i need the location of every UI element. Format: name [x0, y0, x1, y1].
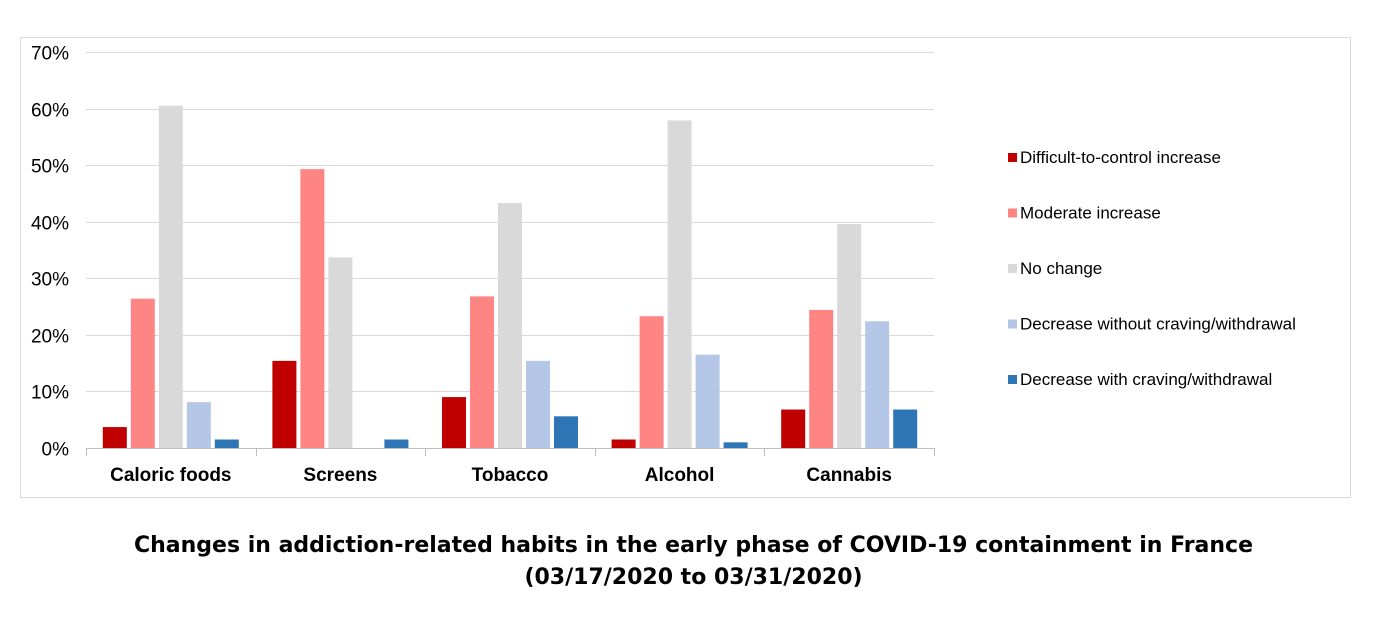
chart-title: Changes in addiction-related habits in t…: [0, 530, 1387, 562]
y-tick-label: 20%: [31, 327, 69, 348]
x-tick-label: Screens: [303, 465, 377, 486]
legend-label: No change: [1020, 259, 1102, 278]
legend-label: Moderate increase: [1020, 204, 1161, 223]
legend-swatch: [1008, 153, 1017, 162]
legend-swatch: [1008, 209, 1017, 218]
y-tick-label: 30%: [31, 270, 69, 291]
bar: [554, 416, 578, 448]
bar: [159, 106, 183, 448]
y-tick-label: 0%: [42, 440, 70, 461]
bar: [526, 361, 550, 448]
bar: [103, 427, 127, 448]
bar: [724, 442, 748, 448]
bar: [131, 299, 155, 448]
x-tick-label: Cannabis: [806, 465, 892, 486]
bar-chart: 0% 10% 20% 30% 40% 50% 60% 70% Caloric foods Scre…: [0, 0, 1387, 520]
legend-label: Decrease with craving/withdrawal: [1020, 370, 1272, 389]
bar: [865, 321, 889, 448]
bar: [781, 410, 805, 448]
bar: [300, 169, 324, 448]
bar: [696, 355, 720, 448]
y-tick-label: 60%: [31, 101, 69, 122]
bar: [668, 120, 692, 448]
legend-swatch: [1008, 320, 1017, 329]
bar: [442, 397, 466, 448]
bar: [215, 440, 239, 448]
x-tick-label: Tobacco: [472, 465, 549, 486]
y-tick-label: 50%: [31, 157, 69, 178]
x-tick-label: Caloric foods: [110, 465, 231, 486]
legend-swatch: [1008, 264, 1017, 273]
y-tick-label: 70%: [31, 44, 69, 65]
bar: [809, 310, 833, 448]
y-tick-label: 40%: [31, 214, 69, 235]
bar: [384, 440, 408, 448]
bar: [328, 257, 352, 448]
legend-label: Difficult-to-control increase: [1020, 148, 1221, 167]
x-tick-label: Alcohol: [645, 465, 715, 486]
bar: [893, 410, 917, 448]
bar: [470, 296, 494, 448]
bar: [498, 203, 522, 448]
bar: [612, 440, 636, 448]
y-tick-label: 10%: [31, 383, 69, 404]
bar: [272, 361, 296, 448]
bar: [640, 316, 664, 448]
legend-swatch: [1008, 375, 1017, 384]
chart-subtitle: (03/17/2020 to 03/31/2020): [0, 562, 1387, 594]
bar: [837, 224, 861, 448]
bar: [187, 402, 211, 448]
legend-label: Decrease without craving/withdrawal: [1020, 315, 1296, 334]
